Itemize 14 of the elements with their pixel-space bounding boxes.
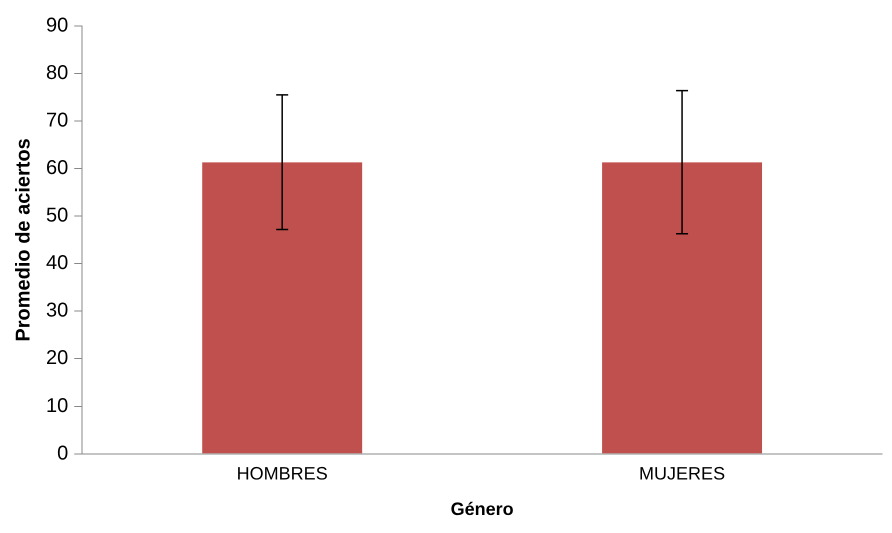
x-tick-label: MUJERES [639, 464, 726, 484]
x-tick-label: HOMBRES [236, 464, 328, 484]
y-tick-label: 70 [46, 110, 68, 132]
y-tick-label: 40 [46, 252, 68, 274]
y-tick-label: 80 [46, 62, 68, 84]
y-tick-label: 50 [46, 204, 68, 227]
y-tick-label: 10 [46, 394, 68, 417]
y-tick-label: 20 [46, 347, 68, 370]
y-tick-label: 30 [46, 300, 68, 322]
y-tick-label: 0 [57, 442, 68, 464]
y-axis-title: Promedio de aciertos [12, 138, 35, 342]
y-tick-label: 60 [46, 157, 68, 180]
x-axis-title: Género [450, 499, 514, 520]
y-tick-label: 90 [46, 14, 68, 37]
